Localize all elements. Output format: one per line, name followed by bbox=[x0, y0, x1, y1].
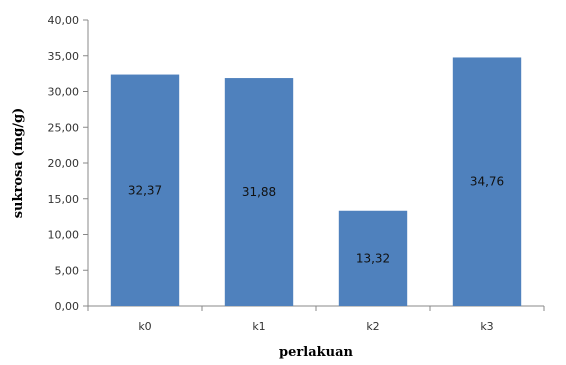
data-label-k3: 34,76 bbox=[470, 175, 504, 189]
bar-k0 bbox=[110, 74, 180, 306]
y-tick-label: 15,00 bbox=[48, 193, 80, 206]
x-axis-ticks: k0 k1 k2 k3 bbox=[87, 306, 545, 333]
x-axis-title: perlakuan bbox=[279, 345, 353, 360]
y-tick-label: 40,00 bbox=[48, 14, 80, 27]
bar-k2 bbox=[338, 210, 408, 306]
y-tick-label: 35,00 bbox=[48, 50, 80, 63]
data-label-k1: 31,88 bbox=[242, 185, 276, 199]
data-label-k2: 13,32 bbox=[356, 251, 390, 265]
y-tick-label: 25,00 bbox=[48, 121, 80, 134]
y-axis-ticks: 0,00 5,00 10,00 15,00 20,00 25,00 30,00 35,00 40… bbox=[48, 14, 88, 313]
y-axis-title: sukrosa (mg/g) bbox=[11, 108, 26, 219]
y-tick-label: 0,00 bbox=[55, 300, 80, 313]
y-tick-label: 10,00 bbox=[48, 229, 80, 242]
y-tick-label: 5,00 bbox=[55, 264, 80, 277]
bars: 32,37 31,88 13,32 34,76 bbox=[110, 57, 522, 306]
x-tick-label-k0: k0 bbox=[138, 320, 151, 333]
y-tick-label: 30,00 bbox=[48, 86, 80, 99]
x-tick-label-k3: k3 bbox=[480, 320, 493, 333]
bar-k1 bbox=[224, 78, 294, 306]
x-tick-label-k2: k2 bbox=[366, 320, 379, 333]
data-label-k0: 32,37 bbox=[128, 183, 162, 197]
bar-k3 bbox=[452, 57, 522, 306]
y-tick-label: 20,00 bbox=[48, 157, 80, 170]
x-tick-label-k1: k1 bbox=[252, 320, 265, 333]
